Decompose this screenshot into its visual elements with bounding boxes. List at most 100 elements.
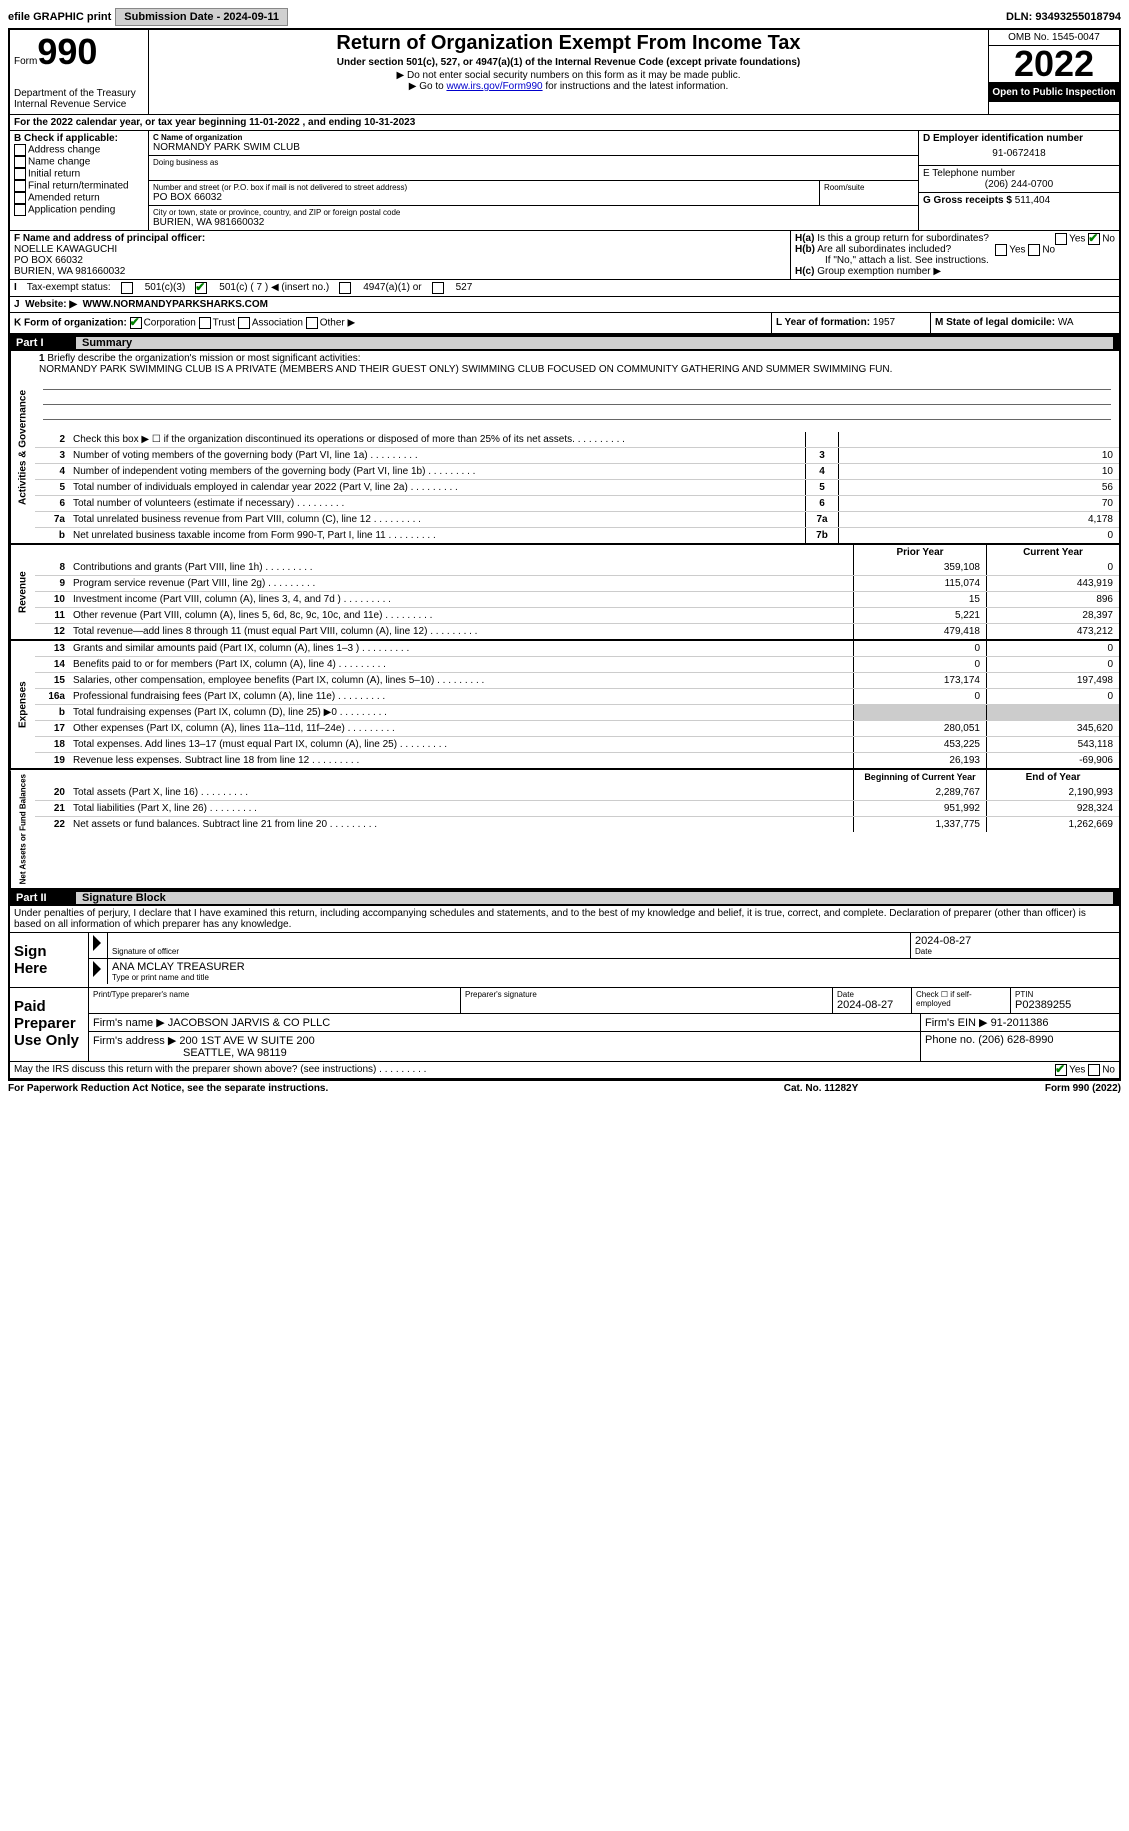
triangle-marker-icon: [93, 935, 101, 951]
ptin-value: P02389255: [1015, 999, 1115, 1011]
b-item: Final return/terminated: [14, 180, 144, 192]
checkbox-501c[interactable]: [195, 282, 207, 294]
line-item: 22Net assets or fund balances. Subtract …: [35, 816, 1119, 832]
paid-preparer-row: Paid Preparer Use Only Print/Type prepar…: [10, 988, 1119, 1062]
form-header: Form990 Department of the Treasury Inter…: [10, 30, 1119, 115]
org-city: BURIEN, WA 981660032: [153, 217, 914, 228]
form-number: 990: [37, 31, 97, 72]
side-label-exp: Expenses: [10, 641, 35, 768]
section-a: For the 2022 calendar year, or tax year …: [10, 115, 1119, 131]
checkbox-pending[interactable]: [14, 204, 26, 216]
checkbox-trust[interactable]: [199, 317, 211, 329]
sig-declaration: Under penalties of perjury, I declare th…: [10, 906, 1119, 933]
form-subtitle: Under section 501(c), 527, or 4947(a)(1)…: [153, 57, 984, 68]
line-item: 16aProfessional fundraising fees (Part I…: [35, 688, 1119, 704]
open-public-badge: Open to Public Inspection: [989, 83, 1119, 102]
line-item: bNet unrelated business taxable income f…: [35, 527, 1119, 543]
section-de: D Employer identification number 91-0672…: [919, 131, 1119, 230]
dba-label: Doing business as: [153, 158, 914, 167]
checkbox-527[interactable]: [432, 282, 444, 294]
hb-note: If "No," attach a list. See instructions…: [795, 255, 1115, 266]
side-label-ag: Activities & Governance: [10, 351, 35, 543]
section-b: B Check if applicable: Address change Na…: [10, 131, 149, 230]
f-label: F Name and address of principal officer:: [14, 233, 786, 244]
room-label: Room/suite: [824, 183, 914, 192]
line-item: 17Other expenses (Part IX, column (A), l…: [35, 720, 1119, 736]
state-domicile: WA: [1058, 317, 1074, 328]
officer-name: NOELLE KAWAGUCHI: [14, 244, 786, 255]
b-item: Amended return: [14, 192, 144, 204]
checkbox-discuss-no[interactable]: [1088, 1064, 1100, 1076]
line-item: 19Revenue less expenses. Subtract line 1…: [35, 752, 1119, 768]
checkbox-hb-no[interactable]: [1028, 244, 1040, 256]
header-right: OMB No. 1545-0047 2022 Open to Public In…: [988, 30, 1119, 114]
line-item: 2Check this box ▶ ☐ if the organization …: [35, 432, 1119, 447]
b-item: Initial return: [14, 168, 144, 180]
checkbox-initial[interactable]: [14, 168, 26, 180]
checkbox-ha-no[interactable]: [1088, 233, 1100, 245]
checkbox-final[interactable]: [14, 180, 26, 192]
discuss-row: May the IRS discuss this return with the…: [10, 1062, 1119, 1079]
dln-label: DLN: 93493255018794: [1006, 11, 1121, 23]
b-item: Application pending: [14, 204, 144, 216]
checkbox-4947[interactable]: [339, 282, 351, 294]
checkbox-hb-yes[interactable]: [995, 244, 1007, 256]
checkbox-addr-change[interactable]: [14, 144, 26, 156]
side-label-rev: Revenue: [10, 545, 35, 639]
firm-addr1: 200 1ST AVE W SUITE 200: [179, 1035, 314, 1047]
firm-name: JACOBSON JARVIS & CO PLLC: [168, 1017, 330, 1029]
form-title: Return of Organization Exempt From Incom…: [153, 32, 984, 55]
line-item: 12Total revenue—add lines 8 through 11 (…: [35, 623, 1119, 639]
header-left: Form990 Department of the Treasury Inter…: [10, 30, 149, 114]
firm-phone: (206) 628-8990: [978, 1034, 1053, 1046]
footer: For Paperwork Reduction Act Notice, see …: [8, 1081, 1121, 1096]
ein-value: 91-0672418: [923, 144, 1115, 163]
line-item: 5Total number of individuals employed in…: [35, 479, 1119, 495]
note-2: Go to www.irs.gov/Form990 for instructio…: [153, 81, 984, 92]
tax-year: 2022: [989, 46, 1119, 83]
officer-name-title: ANA MCLAY TREASURER: [112, 961, 1115, 973]
top-bar: efile GRAPHIC print Submission Date - 20…: [8, 8, 1121, 26]
addr-label: Number and street (or P.O. box if mail i…: [153, 183, 815, 192]
paid-preparer-label: Paid Preparer Use Only: [10, 988, 89, 1061]
sig-date: 2024-08-27: [915, 935, 1115, 947]
checkbox-corp[interactable]: [130, 317, 142, 329]
col-header-row: Prior Year Current Year: [35, 545, 1119, 560]
mission-text: NORMANDY PARK SWIMMING CLUB IS A PRIVATE…: [39, 364, 892, 375]
mission-block: 1 Briefly describe the organization's mi…: [35, 351, 1119, 432]
officer-addr1: PO BOX 66032: [14, 255, 786, 266]
submission-date-button[interactable]: Submission Date - 2024-09-11: [115, 8, 288, 26]
side-label-na: Net Assets or Fund Balances: [10, 770, 35, 888]
checkbox-501c3[interactable]: [121, 282, 133, 294]
checkbox-discuss-yes[interactable]: [1055, 1064, 1067, 1076]
checkbox-ha-yes[interactable]: [1055, 233, 1067, 245]
row-i: I Tax-exempt status: 501(c)(3) 501(c) ( …: [10, 280, 1119, 297]
line-item: 4Number of independent voting members of…: [35, 463, 1119, 479]
checkbox-name-change[interactable]: [14, 156, 26, 168]
g-label: G Gross receipts $: [923, 195, 1012, 206]
checkbox-amended[interactable]: [14, 192, 26, 204]
section-h: H(a) Is this a group return for subordin…: [791, 231, 1119, 279]
form-word: Form: [14, 56, 37, 67]
line-item: 11Other revenue (Part VIII, column (A), …: [35, 607, 1119, 623]
part1-header: Part I Summary: [10, 335, 1119, 351]
section-c: C Name of organization NORMANDY PARK SWI…: [149, 131, 919, 230]
triangle-marker-icon: [93, 961, 101, 977]
checkbox-other[interactable]: [306, 317, 318, 329]
line-item: 20Total assets (Part X, line 16)2,289,76…: [35, 785, 1119, 800]
e-label: E Telephone number: [923, 168, 1115, 179]
checkbox-assoc[interactable]: [238, 317, 250, 329]
b-item: Name change: [14, 156, 144, 168]
line-item: bTotal fundraising expenses (Part IX, co…: [35, 704, 1119, 720]
dept-label: Department of the Treasury Internal Reve…: [14, 88, 144, 110]
gross-receipts: 511,404: [1015, 195, 1050, 206]
summary-exp: Expenses 13Grants and similar amounts pa…: [10, 641, 1119, 770]
row-j: J Website: ▶ WWW.NORMANDYPARKSHARKS.COM: [10, 297, 1119, 313]
firm-addr2: SEATTLE, WA 98119: [93, 1047, 287, 1059]
footer-right: Form 990 (2022): [921, 1083, 1121, 1094]
section-f: F Name and address of principal officer:…: [10, 231, 791, 279]
line-item: 15Salaries, other compensation, employee…: [35, 672, 1119, 688]
line-item: 6Total number of volunteers (estimate if…: [35, 495, 1119, 511]
line-item: 18Total expenses. Add lines 13–17 (must …: [35, 736, 1119, 752]
instructions-link[interactable]: www.irs.gov/Form990: [446, 81, 542, 92]
